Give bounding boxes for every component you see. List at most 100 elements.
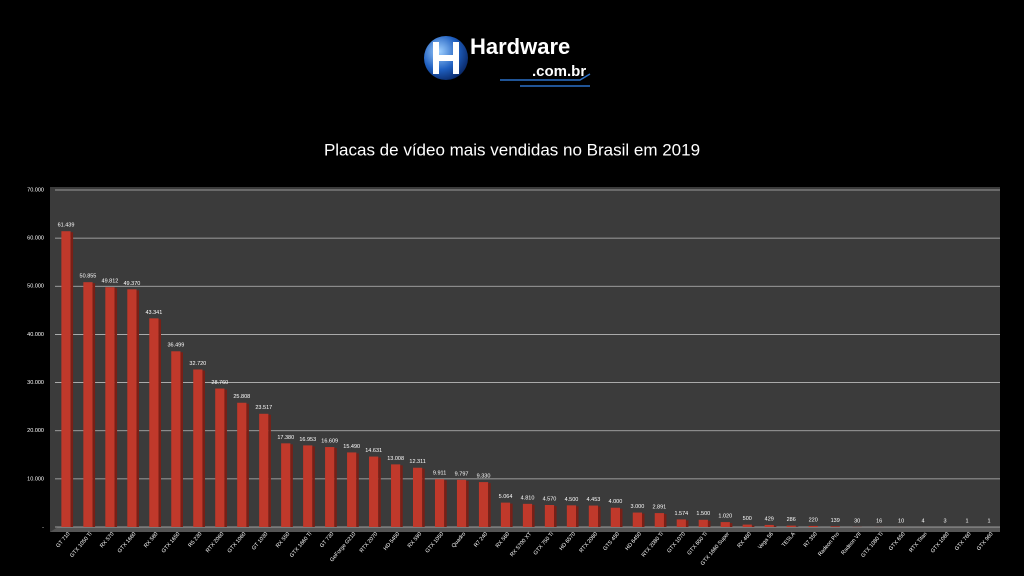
bar — [654, 513, 664, 527]
bar-side — [444, 480, 447, 527]
bar — [698, 519, 708, 527]
value-label: 1 — [966, 518, 969, 524]
bar — [720, 522, 730, 527]
value-label: 43.341 — [145, 310, 162, 316]
bar — [61, 231, 71, 528]
y-tick-label: 30.000 — [27, 380, 44, 386]
bar-side — [598, 506, 601, 527]
value-label: 15.490 — [343, 444, 360, 450]
plot-area — [50, 187, 1000, 532]
bar — [544, 504, 555, 527]
value-label: 61.439 — [58, 223, 75, 229]
bar-side — [532, 504, 535, 527]
value-label: 5.064 — [499, 494, 513, 500]
value-label: 429 — [765, 516, 774, 522]
bar-side — [268, 414, 271, 527]
bar — [149, 318, 159, 527]
value-label: 1.500 — [696, 511, 710, 517]
bar — [391, 464, 401, 527]
value-label: 9.797 — [455, 471, 469, 477]
bar — [215, 388, 225, 527]
value-label: 49.370 — [124, 281, 141, 287]
value-label: 32.720 — [189, 361, 206, 367]
bar-side — [510, 503, 513, 527]
chart-title: Placas de vídeo mais vendidas no Brasil … — [324, 140, 700, 159]
bar-side — [663, 514, 667, 527]
bar-side — [180, 352, 183, 527]
bar — [83, 282, 93, 527]
bar — [764, 524, 774, 527]
y-tick-label: 50.000 — [27, 284, 44, 290]
value-label: 4.000 — [609, 499, 623, 505]
bar-side — [202, 370, 205, 527]
bar-side — [707, 520, 711, 527]
bar — [500, 502, 511, 527]
bar-side — [620, 508, 623, 527]
bar-side — [92, 283, 96, 527]
value-label: 286 — [787, 517, 796, 523]
bar — [413, 467, 423, 527]
value-label: 139 — [831, 518, 840, 524]
bar — [456, 479, 467, 527]
logo-circuit — [500, 73, 591, 87]
value-label: 28.760 — [211, 380, 228, 386]
bar-side — [488, 483, 491, 527]
bar-side — [312, 446, 315, 527]
bar-side — [290, 444, 293, 527]
value-label: 16.953 — [299, 437, 316, 443]
value-label: 50.855 — [80, 274, 97, 280]
value-label: 49.812 — [102, 279, 119, 285]
bar — [566, 505, 577, 527]
value-label: 25.808 — [233, 394, 250, 400]
bar — [105, 287, 115, 527]
value-label: 12.311 — [409, 459, 425, 465]
bar-side — [70, 232, 74, 528]
bar — [193, 369, 203, 527]
value-label: 23.517 — [255, 405, 272, 411]
logo-letter — [433, 42, 459, 74]
bar-side — [466, 480, 469, 527]
bar — [259, 413, 269, 527]
value-label: 1.020 — [718, 514, 732, 520]
bar-side — [729, 523, 733, 527]
value-label: 4.453 — [587, 497, 601, 503]
bar — [281, 443, 291, 527]
bar — [127, 289, 137, 527]
logo-brand: Hardware — [470, 34, 570, 59]
bar — [632, 512, 642, 527]
bar-side — [422, 468, 425, 527]
bar-side — [685, 520, 689, 527]
value-label: 4.810 — [521, 495, 535, 501]
value-label: 16.609 — [321, 438, 338, 444]
y-tick-label: 60.000 — [27, 236, 44, 242]
value-label: 17.380 — [277, 435, 294, 441]
bar — [478, 482, 489, 527]
bar-side — [334, 448, 337, 527]
bar — [742, 524, 752, 527]
bar-side — [576, 506, 579, 527]
y-tick-label: 70.000 — [27, 187, 44, 193]
bar-side — [356, 453, 359, 527]
bar — [588, 505, 599, 527]
y-tick-label: 20.000 — [27, 428, 44, 434]
value-label: 4.500 — [565, 497, 579, 503]
plot-floor — [50, 527, 1000, 532]
bar — [303, 445, 313, 527]
bar-side — [246, 403, 249, 527]
bar-side — [158, 319, 162, 527]
value-label: 1.574 — [674, 511, 688, 517]
value-label: 3.000 — [631, 504, 645, 510]
value-label: 10 — [898, 518, 904, 524]
value-label: 13.008 — [387, 456, 404, 462]
bar — [347, 452, 357, 527]
bar — [434, 479, 445, 527]
value-label: 16 — [876, 518, 882, 524]
bar-side — [378, 457, 381, 527]
bar — [369, 456, 379, 527]
bar-side — [224, 389, 227, 527]
bar — [522, 503, 533, 527]
bar — [610, 507, 621, 527]
value-label: 500 — [743, 516, 752, 522]
